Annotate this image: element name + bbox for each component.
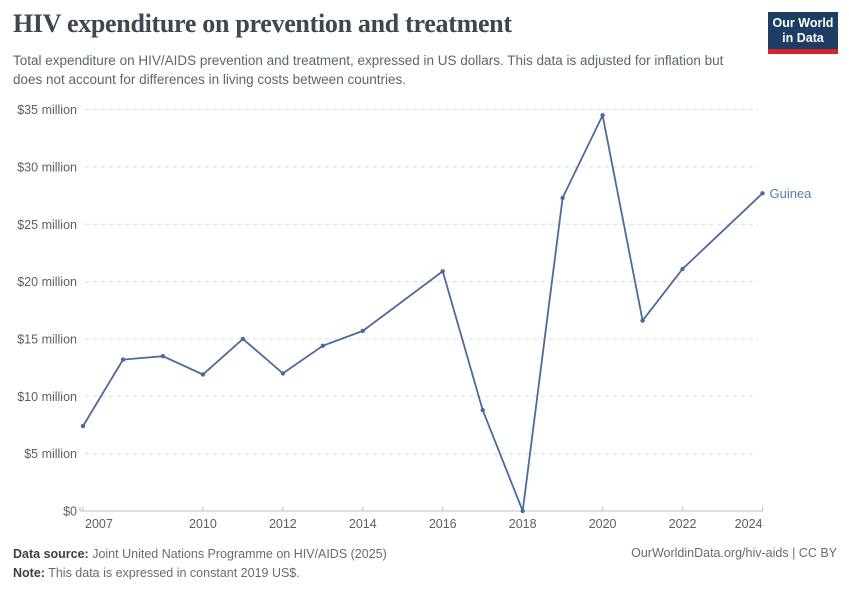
x-tick-label: 2016 (429, 517, 457, 531)
note-label: Note: (13, 566, 45, 580)
x-tick-label: 2018 (509, 517, 537, 531)
data-point-2008[interactable] (120, 357, 126, 362)
x-tick-label: 2010 (189, 517, 217, 531)
series-line-guinea[interactable] (82, 112, 764, 512)
data-point-2024[interactable] (760, 191, 765, 196)
y-tick-label: $10 million (17, 390, 77, 404)
data-point-2012[interactable] (280, 371, 286, 376)
series-label-guinea[interactable]: Guinea (769, 186, 812, 201)
x-tick-label: 2014 (349, 517, 377, 531)
note-line: Note: This data is expressed in constant… (13, 564, 387, 583)
data-point-2011[interactable] (240, 336, 246, 342)
x-tick-label: 2024 (735, 517, 763, 531)
data-point-2014[interactable] (360, 328, 365, 334)
data-point-2022[interactable] (680, 266, 685, 272)
y-tick-label: $35 million (17, 103, 77, 117)
x-tick-label: 2020 (589, 517, 617, 531)
data-point-2018[interactable] (520, 508, 525, 514)
y-tick-label: $30 million (17, 160, 77, 174)
data-source-label: Data source: (13, 547, 89, 561)
data-point-2016[interactable] (440, 269, 445, 274)
y-tick-label: $0 (63, 505, 77, 519)
note-text: This data is expressed in constant 2019 … (44, 566, 300, 580)
y-tick-label: $20 million (17, 275, 77, 289)
data-source-line: Data source: Joint United Nations Progra… (13, 545, 387, 564)
owid-logo-line1: Our World (772, 16, 834, 30)
owid-logo[interactable]: Our World in Data (768, 12, 838, 54)
data-point-2007[interactable] (80, 423, 86, 429)
chart-title: HIV expenditure on prevention and treatm… (13, 9, 512, 38)
footer-license-link[interactable]: OurWorldinData.org/hiv-aids | CC BY (631, 546, 837, 560)
data-point-2013[interactable] (320, 343, 325, 348)
x-tick-label: 2012 (269, 517, 297, 531)
data-source-text: Joint United Nations Programme on HIV/AI… (88, 547, 387, 561)
data-point-2010[interactable] (200, 372, 206, 377)
y-tick-label: $25 million (17, 218, 77, 232)
y-tick-label: $15 million (17, 332, 77, 346)
chart-footnotes: Data source: Joint United Nations Progra… (13, 545, 387, 583)
data-point-2021[interactable] (640, 318, 645, 323)
data-point-2019[interactable] (560, 195, 565, 201)
data-point-2009[interactable] (160, 354, 166, 359)
y-tick-label: $5 million (24, 447, 77, 461)
x-tick-label: 2022 (669, 517, 697, 531)
x-tick-label: 2007 (85, 517, 113, 531)
owid-logo-line2: in Data (782, 31, 824, 45)
chart-subtitle: Total expenditure on HIV/AIDS prevention… (13, 53, 724, 87)
data-point-2020[interactable] (600, 113, 605, 118)
data-point-2017[interactable] (480, 407, 485, 413)
